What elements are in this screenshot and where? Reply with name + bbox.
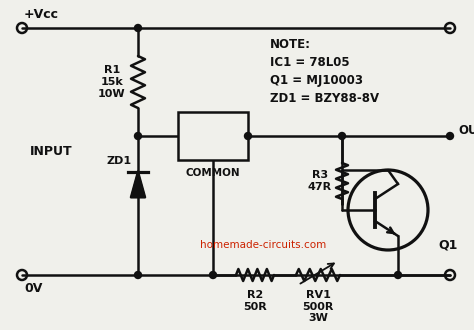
Circle shape [447, 133, 454, 140]
Circle shape [135, 272, 142, 279]
Text: ZD1: ZD1 [107, 156, 132, 166]
Polygon shape [131, 172, 145, 197]
Text: Q1: Q1 [438, 239, 457, 251]
Text: COMMON: COMMON [186, 168, 240, 178]
Text: RV1
500R
3W: RV1 500R 3W [302, 290, 334, 323]
Circle shape [245, 133, 252, 140]
Bar [178, 112, 248, 160]
Circle shape [338, 133, 346, 140]
Text: 0V: 0V [24, 282, 42, 295]
Circle shape [135, 24, 142, 31]
Text: NOTE:
IC1 = 78L05
Q1 = MJ10003
ZD1 = BZY88-8V: NOTE: IC1 = 78L05 Q1 = MJ10003 ZD1 = BZY… [270, 38, 379, 105]
Text: R1
15k
10W: R1 15k 10W [98, 65, 126, 99]
Text: +Vcc: +Vcc [24, 8, 59, 20]
Circle shape [394, 272, 401, 279]
Text: R2
50R: R2 50R [243, 290, 267, 312]
Text: OUTPUT: OUTPUT [458, 124, 474, 138]
Circle shape [210, 272, 217, 279]
Text: OUT: OUT [218, 118, 242, 128]
Text: IC1: IC1 [201, 129, 226, 143]
Circle shape [135, 133, 142, 140]
Text: IN: IN [184, 118, 197, 128]
Text: R3
47R: R3 47R [308, 170, 332, 192]
Text: INPUT: INPUT [30, 145, 73, 158]
Text: homemade-circuits.com: homemade-circuits.com [200, 240, 326, 250]
